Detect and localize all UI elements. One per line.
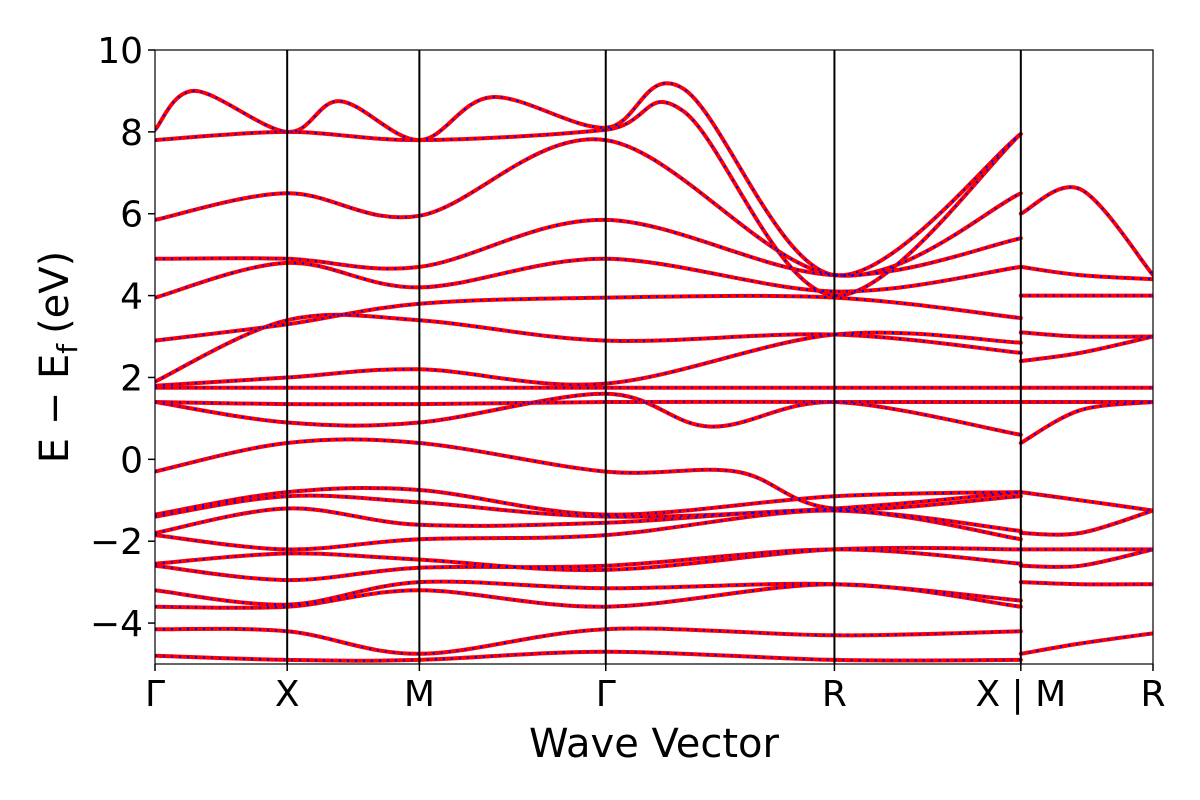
band-line-red-34 [1018, 580, 1153, 587]
x-axis: Γ X M Γ R X | M R [145, 664, 1166, 715]
y-axis: −4 −2 0 2 4 6 8 10 [90, 31, 155, 645]
y-tick-label-6: 8 [120, 113, 143, 154]
y-axis-title-unit: (eV) [32, 251, 78, 334]
band-line-blue-5 [155, 509, 1021, 551]
band-line-red-22 [1018, 185, 1153, 278]
x-tick-label-6: R [1140, 674, 1165, 715]
kpoint-lines [286, 50, 1022, 664]
x-tick-label-1: X [275, 674, 300, 715]
y-axis-title-subscript: f [51, 343, 84, 354]
x-tick-label-0: Γ [145, 674, 165, 715]
band-line-blue-4 [155, 546, 1021, 572]
band-line-blue-11 [155, 400, 1021, 406]
band-line-blue-2 [155, 580, 1021, 606]
y-tick-label-0: −4 [90, 604, 143, 645]
y-tick-label-7: 10 [97, 31, 143, 72]
x-tick-label-5: X | M [975, 674, 1066, 715]
x-axis-title: Wave Vector [529, 721, 780, 767]
band-line-blue-20 [155, 82, 1022, 277]
band-line-blue-14 [155, 313, 1021, 383]
plot-background [155, 50, 1153, 664]
band-line-blue-21 [155, 650, 1021, 662]
bands-layer-blue [155, 82, 1153, 662]
band-line-blue-10 [155, 392, 1021, 436]
band-line-red-26 [1018, 334, 1153, 364]
y-tick-label-2: 0 [120, 440, 143, 481]
band-line-blue-3 [155, 548, 1021, 582]
x-tick-label-2: M [404, 674, 435, 715]
x-tick-label-3: Γ [596, 674, 616, 715]
band-line-red-35 [1018, 631, 1153, 656]
x-tick-label-4: R [822, 674, 847, 715]
band-line-blue-15 [155, 294, 1021, 342]
band-line-red-33 [1018, 547, 1153, 569]
band-line-red-29 [1018, 400, 1153, 445]
band-line-red-30 [1018, 490, 1153, 513]
y-tick-label-5: 6 [120, 195, 143, 236]
plot-frame [154, 49, 1154, 665]
band-line-blue-18 [155, 138, 1022, 277]
band-line-red-31 [1018, 508, 1153, 537]
band-line-red-25 [1018, 330, 1153, 339]
band-line-blue-7 [155, 491, 1021, 518]
band-line-red-23 [1018, 264, 1153, 282]
y-tick-label-1: −2 [90, 522, 143, 563]
y-tick-label-3: 2 [120, 358, 143, 399]
y-axis-title: E − Ef (eV) [32, 251, 84, 464]
y-axis-title-main: E − E [32, 354, 78, 464]
y-tick-label-4: 4 [120, 277, 143, 318]
